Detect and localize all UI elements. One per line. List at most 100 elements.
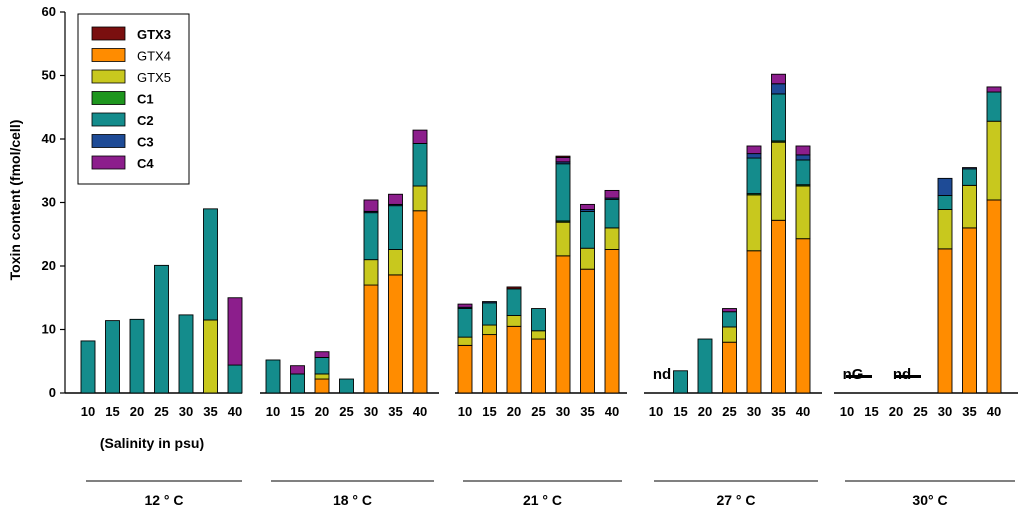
bar-segment-c2 xyxy=(265,359,281,394)
bar-segment-gtx5 xyxy=(986,120,1002,201)
bar-segment-c2 xyxy=(722,311,737,328)
bar-segment-c2 xyxy=(580,210,595,249)
bar-segment-gtx4 xyxy=(388,274,403,394)
bar-segment-c2 xyxy=(457,308,473,338)
bar-segment-gtx4 xyxy=(555,255,571,394)
bar-segment-gtx4 xyxy=(531,338,546,394)
bar-segment-c4 xyxy=(457,303,473,308)
x-tick-label: 10 xyxy=(840,404,854,419)
legend-swatch-c3 xyxy=(91,134,126,148)
bar-segment-gtx5 xyxy=(604,227,620,250)
x-tick-label: 40 xyxy=(605,404,619,419)
bar-segment-c2 xyxy=(673,370,688,394)
bar-segment-c2 xyxy=(388,205,403,250)
bar-segment-c2 xyxy=(962,168,977,186)
bar-segment-gtx4 xyxy=(457,344,473,394)
bar-segment-gtx4 xyxy=(937,248,953,394)
legend-swatch-c1 xyxy=(91,91,126,105)
bar-segment-c2 xyxy=(290,373,305,394)
bar-segment-gtx4 xyxy=(506,325,522,394)
bar-segment-c2 xyxy=(363,212,379,261)
x-tick-label: 25 xyxy=(722,404,736,419)
x-tick-label: 35 xyxy=(962,404,976,419)
bar-segment-gtx4 xyxy=(580,268,595,394)
bar-segment-c2 xyxy=(154,264,169,394)
legend-swatch-gtx3 xyxy=(91,26,126,41)
bar-segment-c2 xyxy=(771,93,786,142)
bar-segment-c4 xyxy=(771,73,786,85)
bar-segment-c2 xyxy=(604,198,620,229)
bar-segment-gtx5 xyxy=(722,326,737,343)
bar-segment-c4 xyxy=(986,86,1002,93)
bar-segment-c2 xyxy=(178,314,194,394)
bar-segment-c4 xyxy=(227,297,243,366)
bar-segment-gtx5 xyxy=(457,336,473,346)
x-tick-label: 15 xyxy=(673,404,687,419)
bar-segment-gtx4 xyxy=(771,219,786,394)
bar-segment-c4 xyxy=(604,189,620,199)
bar-segment-gtx5 xyxy=(506,315,522,327)
bar-segment-gtx4 xyxy=(363,284,379,394)
legend-label-gtx4: GTX4 xyxy=(137,49,171,64)
bar-segment-c3 xyxy=(937,177,953,196)
temperature-label: 12 ° C xyxy=(144,492,183,508)
y-tick-label: 50 xyxy=(42,68,56,83)
y-axis-title: Toxin content (fmol/cell) xyxy=(7,120,23,281)
bar-segment-gtx4 xyxy=(722,341,737,394)
bar-segment-gtx5 xyxy=(746,194,762,252)
legend-label-c4: C4 xyxy=(137,156,154,171)
bar-segment-c4 xyxy=(290,365,305,375)
x-tick-label: 25 xyxy=(154,404,168,419)
x-tick-label: 40 xyxy=(228,404,242,419)
x-tick-label: 15 xyxy=(482,404,496,419)
legend-label-c3: C3 xyxy=(137,135,154,150)
annotation-label: nd xyxy=(893,366,911,383)
bar-segment-c2 xyxy=(412,142,428,187)
bar-segment-gtx5 xyxy=(363,259,379,286)
y-tick-label: 20 xyxy=(42,258,56,273)
bar-segment-c2 xyxy=(80,340,96,394)
x-tick-label: 15 xyxy=(864,404,878,419)
x-tick-label: 30 xyxy=(747,404,761,419)
bar-segment-c4 xyxy=(722,308,737,313)
bar-segment-gtx5 xyxy=(388,249,403,276)
legend-label-c2: C2 xyxy=(137,113,154,128)
bar-segment-c4 xyxy=(555,156,571,163)
bar-segment-c4 xyxy=(795,145,811,156)
bar-segment-gtx4 xyxy=(746,250,762,394)
temperature-label: 21 ° C xyxy=(523,492,562,508)
bar-segment-c2 xyxy=(339,378,354,394)
legend-label-gtx3: GTX3 xyxy=(137,27,171,42)
x-tick-label: 35 xyxy=(388,404,402,419)
legend-swatch-gtx4 xyxy=(91,48,126,62)
bar-segment-gtx5 xyxy=(795,185,811,240)
bar-segment-gtx5 xyxy=(531,330,546,340)
bar-segment-c3 xyxy=(771,83,786,95)
y-tick-label: 0 xyxy=(49,385,56,400)
y-tick-label: 10 xyxy=(42,322,56,337)
bar-segment-c2 xyxy=(482,302,497,326)
bar-segment-c2 xyxy=(227,364,243,394)
bar-segment-c3 xyxy=(962,167,977,170)
x-tick-label: 10 xyxy=(649,404,663,419)
bar-segment-gtx5 xyxy=(482,324,497,336)
bar-segment-c2 xyxy=(314,356,330,375)
y-tick-label: 40 xyxy=(42,131,56,146)
y-tick-label: 60 xyxy=(42,4,56,19)
bar-segment-c4 xyxy=(314,351,330,358)
bar-segment-gtx5 xyxy=(580,247,595,270)
x-tick-label: 15 xyxy=(105,404,119,419)
bar-segment-gtx5 xyxy=(771,141,786,221)
bar-segment-c3 xyxy=(746,153,762,159)
annotation-label: nG xyxy=(843,366,864,383)
bar-segment-gtx4 xyxy=(986,199,1002,394)
bars-layer xyxy=(80,73,1002,394)
bar-segment-c2 xyxy=(555,163,571,222)
legend-label-c1: C1 xyxy=(137,92,154,107)
legend-swatch-gtx5 xyxy=(91,69,126,84)
bar-segment-gtx4 xyxy=(412,210,428,394)
bar-segment-gtx4 xyxy=(962,227,977,394)
x-tick-label: 25 xyxy=(531,404,545,419)
bar-segment-c2 xyxy=(105,320,120,394)
bar-segment-c2 xyxy=(986,91,1002,122)
